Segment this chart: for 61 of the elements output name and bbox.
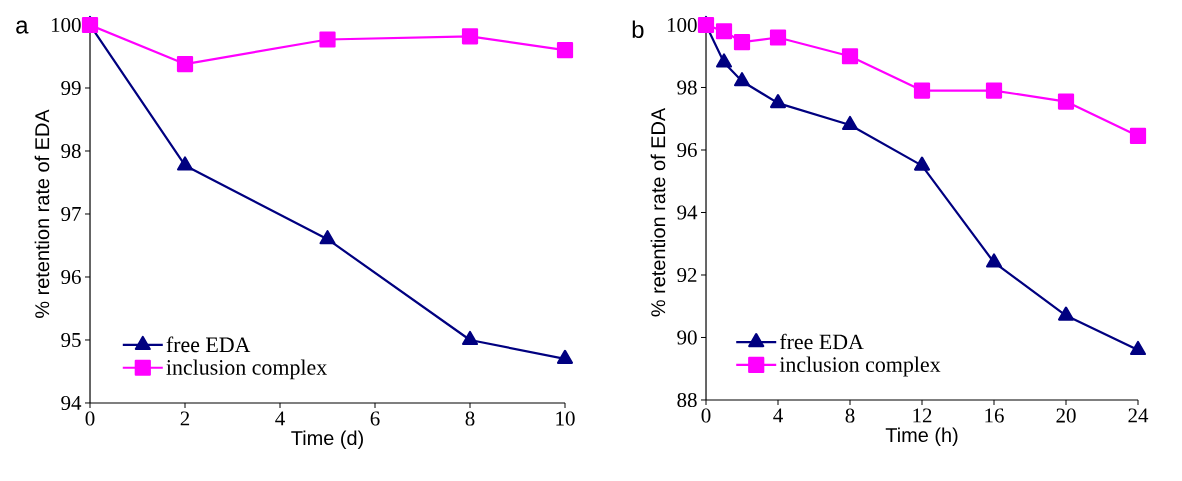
x-tick-label: 10 <box>556 411 575 426</box>
x-tick-label: 6 <box>370 411 380 426</box>
x-tick-label: 8 <box>845 408 855 423</box>
point <box>556 349 574 364</box>
y-axis-title: % retention rate of EDA <box>650 107 666 317</box>
chart-title: a <box>16 20 29 34</box>
y-tick-label: 96 <box>61 269 81 285</box>
point <box>733 72 751 87</box>
legend-label: inclusion complex <box>779 356 941 377</box>
point <box>176 156 194 171</box>
x-tick-label: 12 <box>913 408 932 423</box>
legend-label: inclusion complex <box>166 359 327 380</box>
y-tick-label: 92 <box>677 267 697 283</box>
x-tick-label: 8 <box>465 411 475 426</box>
point <box>733 34 751 51</box>
y-axis-title: % retention rate of EDA <box>34 109 50 318</box>
point <box>1057 93 1075 110</box>
y-tick-label: 98 <box>677 80 697 95</box>
point <box>913 82 931 99</box>
point <box>319 31 336 48</box>
point <box>1129 340 1147 356</box>
point <box>319 230 336 245</box>
chart-title: b <box>632 20 644 39</box>
y-tick-label: 94 <box>677 205 698 220</box>
point <box>985 82 1003 99</box>
x-tick-label: 16 <box>985 408 1004 423</box>
point <box>556 42 574 59</box>
x-tick-label: 0 <box>85 411 95 426</box>
point <box>1129 127 1147 145</box>
legend-label: free EDA <box>166 336 251 353</box>
point <box>1057 306 1075 321</box>
point <box>769 94 787 109</box>
x-axis-title: Time (d) <box>291 430 363 450</box>
x-tick-label: 4 <box>773 408 783 423</box>
x-tick-label: 0 <box>701 408 711 423</box>
x-tick-label: 4 <box>275 411 285 426</box>
y-tick-label: 100 <box>667 17 697 33</box>
y-tick-label: 97 <box>61 206 81 222</box>
point <box>913 156 931 171</box>
y-tick-label: 99 <box>61 80 81 96</box>
point <box>841 115 859 131</box>
point <box>715 53 733 68</box>
y-tick-label: 96 <box>677 142 697 158</box>
x-tick-label: 20 <box>1056 408 1076 423</box>
legend-label: free EDA <box>779 333 864 350</box>
x-tick-label: 2 <box>180 411 190 426</box>
y-tick-label: 98 <box>61 143 81 159</box>
point <box>461 28 479 45</box>
y-tick-label: 90 <box>677 330 697 345</box>
x-axis-title: Time (h) <box>885 427 958 447</box>
point <box>841 48 859 65</box>
point <box>985 253 1003 268</box>
y-tick-label: 94 <box>61 395 82 411</box>
point <box>769 29 787 46</box>
y-tick-label: 100 <box>51 17 81 33</box>
x-tick-label: 24 <box>1128 408 1149 423</box>
y-tick-label: 95 <box>61 332 81 348</box>
point <box>176 55 194 73</box>
point <box>715 23 733 40</box>
y-tick-label: 88 <box>677 392 697 408</box>
point <box>461 330 479 346</box>
